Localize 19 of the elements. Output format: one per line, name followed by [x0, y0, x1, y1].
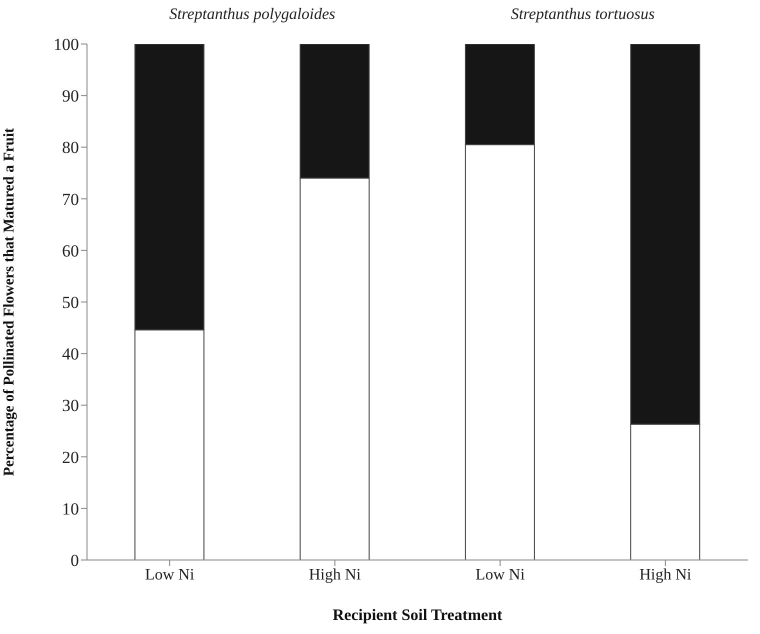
y-tick-label: 80	[62, 138, 79, 158]
x-axis-title: Recipient Soil Treatment	[332, 607, 504, 624]
x-tick-label: High Ni	[308, 566, 362, 584]
x-tick-label: Low Ni	[144, 566, 195, 584]
y-axis-title: Percentage of Pollinated Flowers that Matured a Fruit	[1, 128, 18, 476]
y-tick-label: 10	[62, 499, 79, 518]
y-tick-label: 90	[62, 86, 79, 106]
y-tick-label: 100	[54, 35, 79, 54]
y-tick-label: 0	[70, 551, 79, 570]
y-tick-label: 30	[62, 396, 79, 416]
x-tick-label: Low Ni	[475, 566, 526, 584]
text: Streptanthus polygaloides	[168, 6, 336, 24]
y-tick-label: 40	[62, 344, 79, 364]
y-tick-label: 60	[62, 241, 79, 260]
y-tick-label: 70	[62, 190, 79, 209]
y-tick-label: 20	[62, 448, 79, 467]
y-tick-label: 50	[62, 293, 79, 312]
text: Streptanthus tortuosus	[510, 6, 656, 24]
x-tick-label: High Ni	[639, 566, 692, 584]
